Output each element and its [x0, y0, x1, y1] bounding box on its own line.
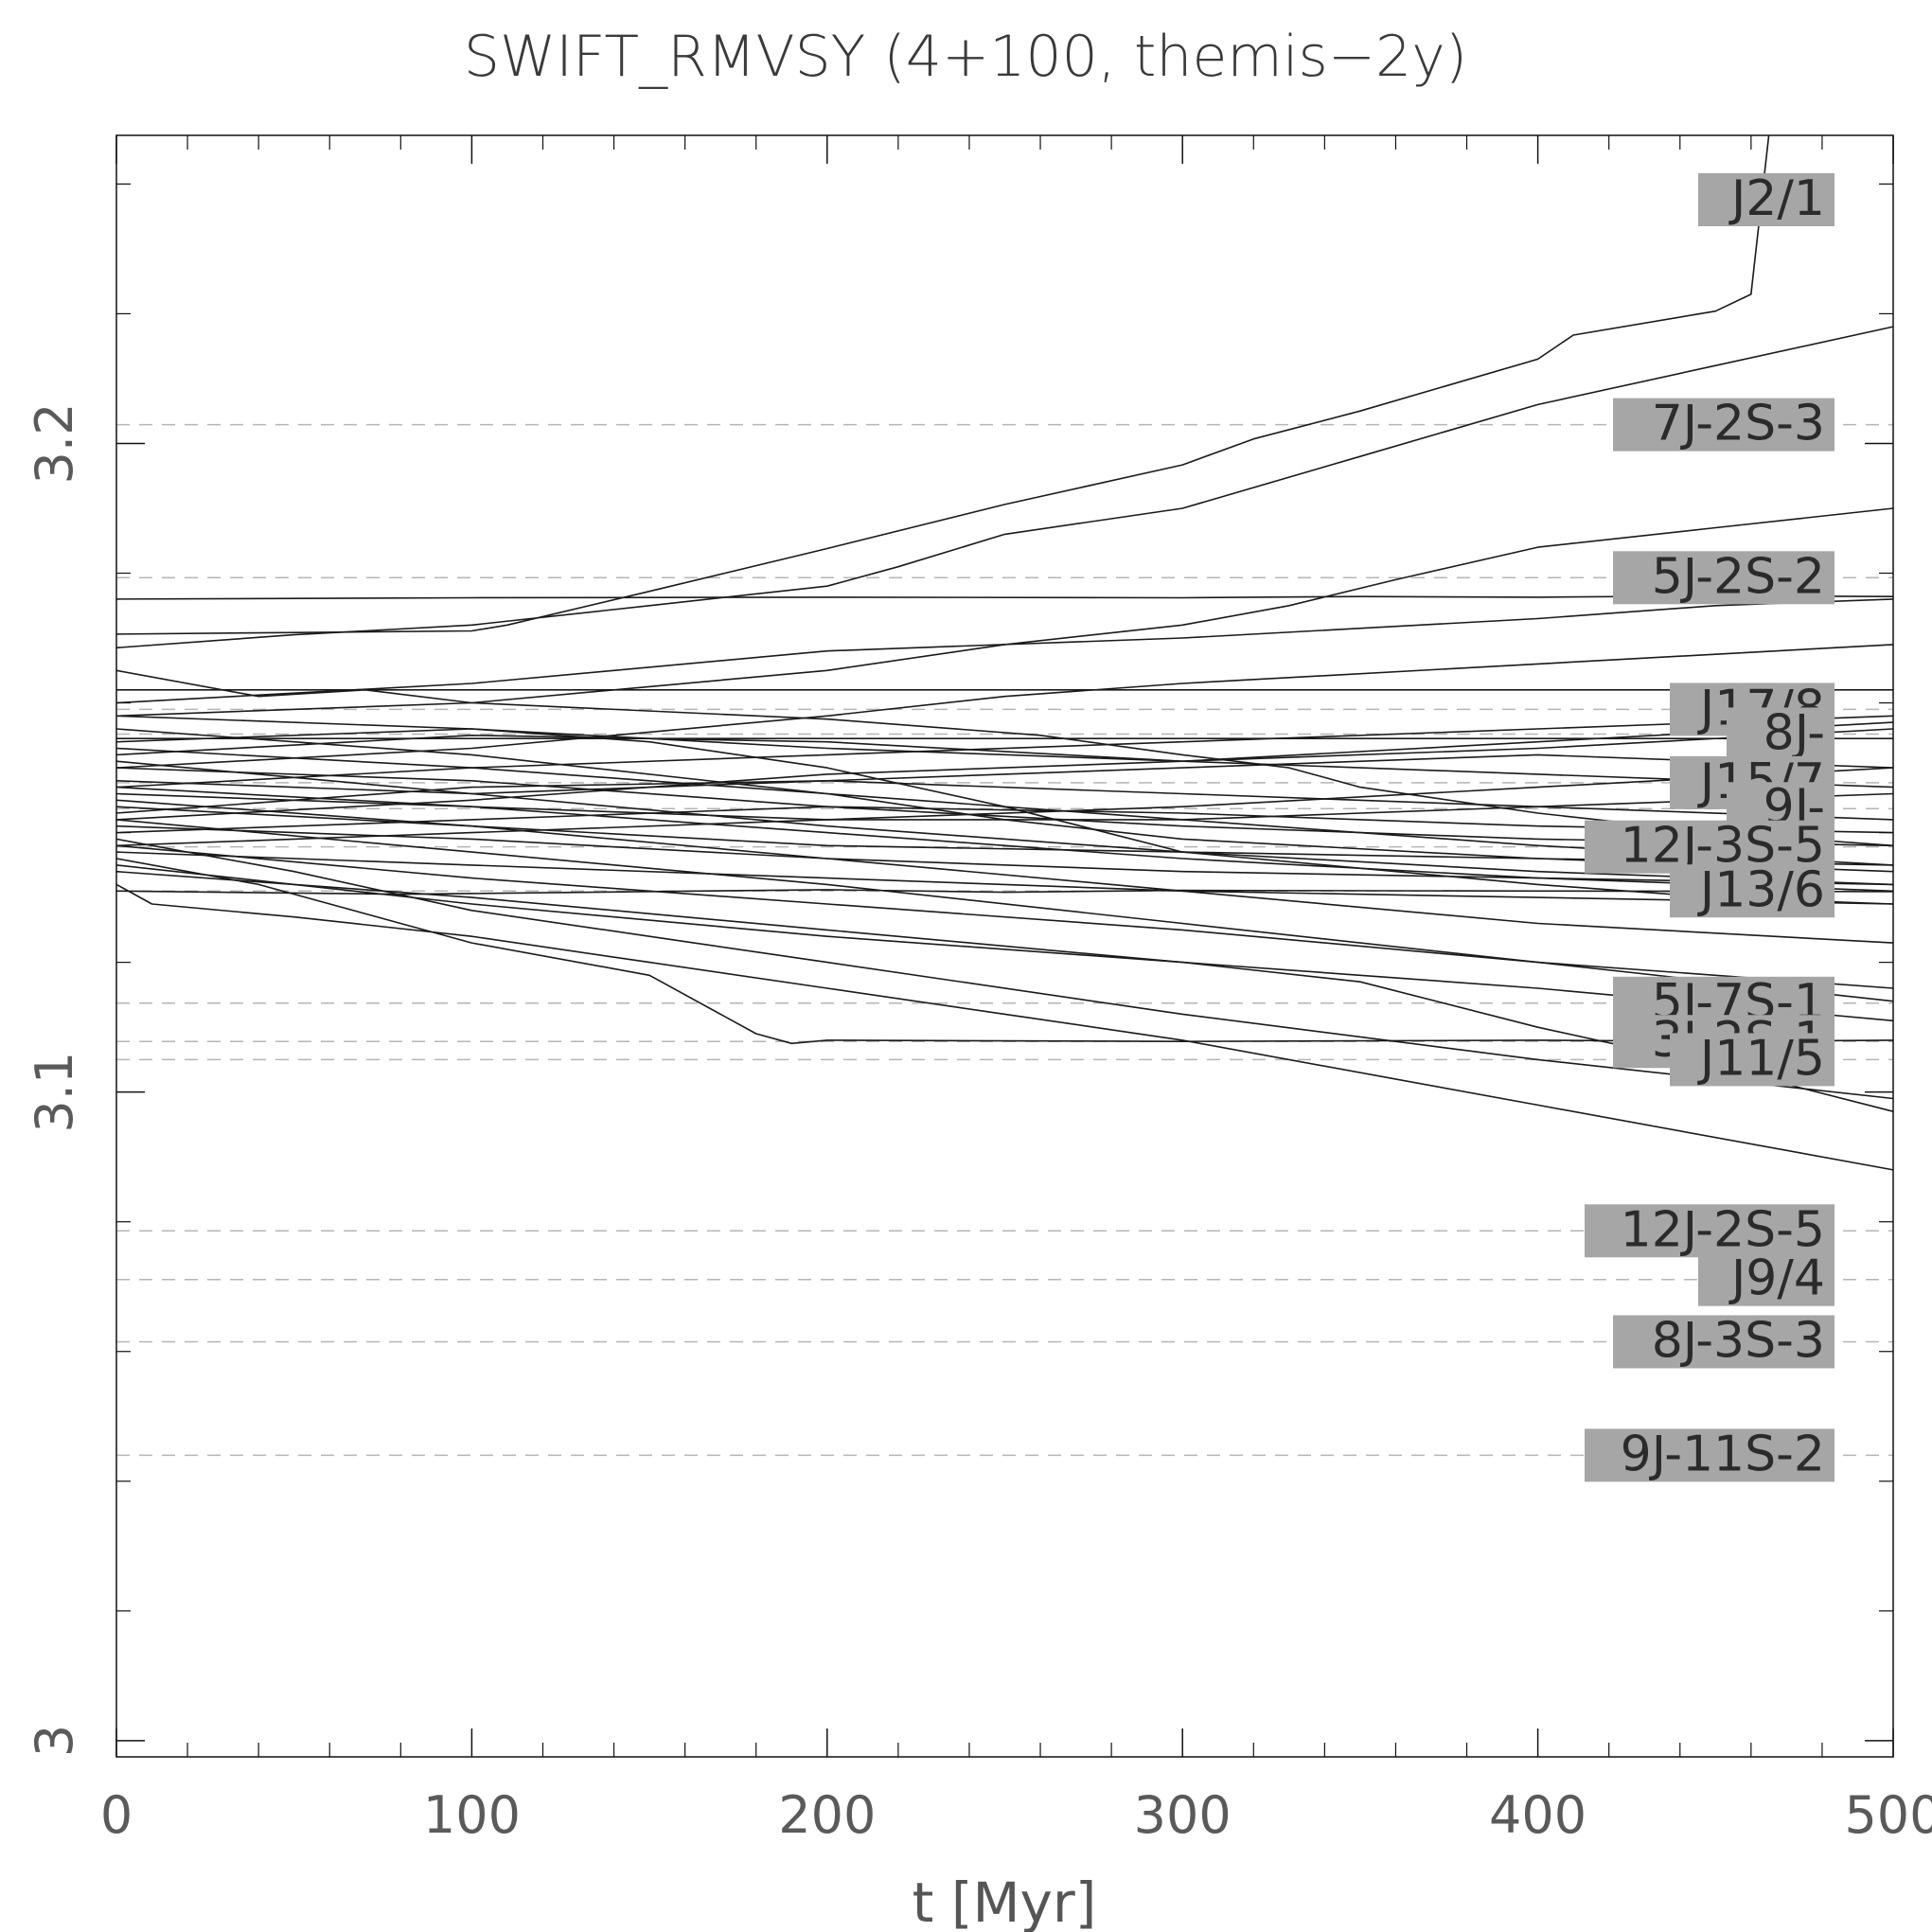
resonance-label-14: 8J-3S-3	[1652, 1312, 1825, 1369]
series-line-17	[115, 753, 1894, 795]
resonance-label-15: 9J-11S-2	[1621, 1426, 1825, 1482]
resonance-label-box-1	[1613, 398, 1835, 452]
series-line-22	[115, 767, 1894, 847]
series-line-32	[115, 799, 1894, 944]
series-line-30	[115, 844, 1894, 989]
series-line-1	[115, 326, 1894, 649]
y-tick-labels: 3 3.1 3.2	[25, 403, 84, 1758]
series-line-26	[115, 883, 1894, 1171]
resonance-label-13: J9/4	[1728, 1250, 1825, 1307]
resonance-label-box-13	[1698, 1252, 1835, 1306]
y-tick-label-0: 3	[25, 1725, 84, 1757]
resonance-label-box-0	[1698, 173, 1835, 226]
resonance-labels: J2/17J-2S-35J-2S-2J17/88J-J15/79J-12J-3S…	[1585, 170, 1835, 1482]
x-tick-labels: 0 100 200 300 400 500	[100, 1785, 1932, 1845]
y-tick-label-1: 3.1	[25, 1052, 84, 1133]
series-line-31	[115, 819, 1894, 1002]
series-line-15	[115, 792, 1894, 821]
resonance-label-box-14	[1613, 1315, 1835, 1369]
resonance-label-8: J13/6	[1697, 861, 1825, 918]
resonance-label-box-2	[1613, 551, 1835, 605]
resonance-label-1: 7J-2S-3	[1652, 396, 1825, 452]
axis-ticks	[115, 135, 1894, 1757]
series-line-9	[115, 644, 1894, 769]
x-tick-label-0: 0	[100, 1785, 133, 1845]
y-tick-label-2: 3.2	[25, 403, 84, 485]
resonance-label-2: 5J-2S-2	[1652, 548, 1825, 605]
resonance-label-box-11	[1670, 1033, 1835, 1087]
resonance-label-12: 12J-2S-5	[1621, 1201, 1825, 1258]
resonance-label-box-12	[1585, 1204, 1835, 1258]
series-line-14	[115, 715, 1894, 789]
resonance-label-box-8	[1670, 864, 1835, 918]
x-tick-label-4: 400	[1489, 1785, 1586, 1845]
series-line-34	[115, 760, 1894, 886]
x-tick-label-5: 500	[1844, 1785, 1932, 1845]
x-tick-label-1: 100	[423, 1785, 521, 1845]
resonance-label-box-15	[1585, 1428, 1835, 1482]
series-line-28	[115, 838, 1894, 1100]
series-line-21	[115, 824, 1894, 886]
series-line-10	[115, 715, 1894, 789]
chart-title: SWIFT_RMVSY (4+100, themis−2y)	[464, 24, 1467, 90]
resonance-label-11: J11/5	[1697, 1030, 1825, 1087]
x-axis-label: t [Myr]	[913, 1870, 1097, 1932]
series-line-33	[115, 786, 1894, 893]
plot-frame	[115, 134, 1894, 1758]
x-tick-label-3: 300	[1134, 1785, 1232, 1845]
resonance-label-0: J2/1	[1728, 170, 1825, 227]
resonance-label-box-4	[1727, 707, 1835, 761]
series-line-23	[115, 851, 1894, 905]
series-line-4	[115, 507, 1894, 718]
x-tick-label-2: 200	[778, 1785, 876, 1845]
series-line-6	[115, 598, 1894, 704]
resonance-lines	[116, 423, 1893, 1457]
resonance-label-4: 8J-	[1764, 704, 1825, 761]
series-line-0	[115, 134, 1770, 635]
